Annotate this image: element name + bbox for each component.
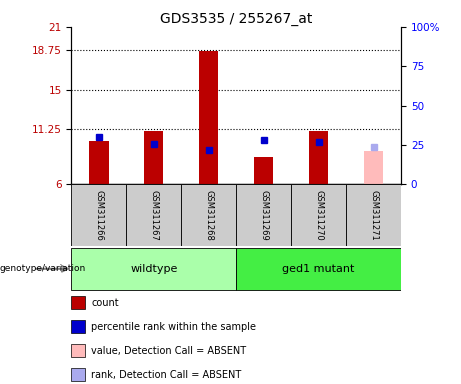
Bar xyxy=(364,151,383,184)
Text: GSM311269: GSM311269 xyxy=(259,190,268,240)
Text: GSM311271: GSM311271 xyxy=(369,190,378,240)
Text: percentile rank within the sample: percentile rank within the sample xyxy=(91,322,256,332)
Title: GDS3535 / 255267_at: GDS3535 / 255267_at xyxy=(160,12,313,26)
Bar xyxy=(126,184,181,246)
Text: genotype/variation: genotype/variation xyxy=(0,264,86,273)
Bar xyxy=(71,248,236,290)
Bar xyxy=(236,184,291,246)
Bar xyxy=(89,141,108,184)
Bar xyxy=(144,131,164,184)
Bar xyxy=(71,344,85,357)
Text: GSM311267: GSM311267 xyxy=(149,190,159,240)
Bar xyxy=(346,184,401,246)
Bar xyxy=(71,368,85,381)
Text: rank, Detection Call = ABSENT: rank, Detection Call = ABSENT xyxy=(91,370,242,380)
Text: GSM311268: GSM311268 xyxy=(204,190,213,240)
Bar xyxy=(181,184,236,246)
Text: wildtype: wildtype xyxy=(130,264,177,274)
Text: GSM311266: GSM311266 xyxy=(95,190,103,240)
Text: ged1 mutant: ged1 mutant xyxy=(283,264,355,274)
Bar xyxy=(199,51,219,184)
Bar xyxy=(309,131,328,184)
Bar xyxy=(254,157,273,184)
Text: GSM311270: GSM311270 xyxy=(314,190,323,240)
Bar xyxy=(71,320,85,333)
Bar xyxy=(291,184,346,246)
Text: count: count xyxy=(91,298,119,308)
Bar xyxy=(71,184,126,246)
Bar xyxy=(71,296,85,310)
Text: value, Detection Call = ABSENT: value, Detection Call = ABSENT xyxy=(91,346,246,356)
Bar xyxy=(236,248,401,290)
